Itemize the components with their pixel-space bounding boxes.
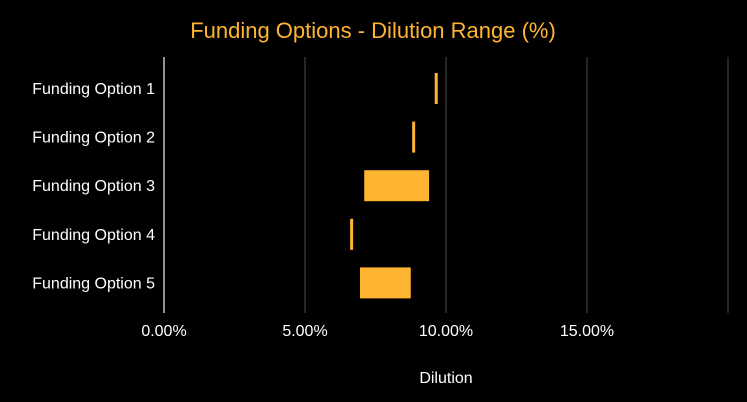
x-tick-label: 15.00% xyxy=(560,323,614,340)
range-bar xyxy=(364,170,430,202)
x-tick-label: 5.00% xyxy=(282,323,327,340)
range-bar xyxy=(350,218,354,250)
x-tick-label: 0.00% xyxy=(141,323,186,340)
gridlines xyxy=(163,57,729,313)
category-label: Funding Option 5 xyxy=(32,275,155,292)
category-label: Funding Option 1 xyxy=(32,81,155,98)
chart-title: Funding Options - Dilution Range (%) xyxy=(190,18,556,43)
range-bars xyxy=(350,73,438,299)
range-bar xyxy=(412,121,416,153)
x-tick-label: 10.00% xyxy=(419,323,473,340)
range-bar xyxy=(359,267,411,299)
category-labels: Funding Option 1 Funding Option 2 Funding … xyxy=(32,81,155,292)
category-label: Funding Option 3 xyxy=(32,178,155,195)
x-axis-label: Dilution xyxy=(419,370,472,387)
x-tick-labels: 0.00% 5.00% 10.00% 15.00% xyxy=(141,323,614,340)
range-bar xyxy=(434,73,438,104)
category-label: Funding Option 2 xyxy=(32,130,155,147)
category-label: Funding Option 4 xyxy=(32,227,155,244)
